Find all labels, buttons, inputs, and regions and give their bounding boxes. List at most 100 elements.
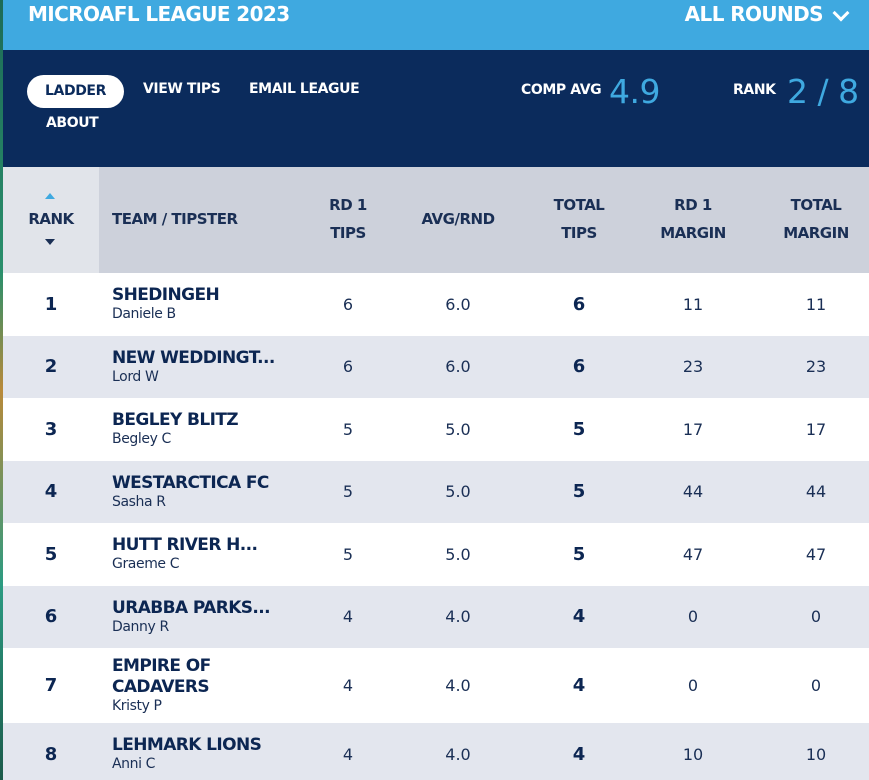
rank-cell: 7 <box>44 675 58 696</box>
rd1-tips-cell: 6 <box>342 294 354 314</box>
rank-cell: 3 <box>44 418 58 440</box>
total-margin-header-line1: TOTAL <box>790 196 842 214</box>
rd1-tips-cell: 4 <box>342 744 354 764</box>
table-row[interactable]: 6 URABBA PARKS... Danny R 4 4.0 4 0 0 <box>3 585 869 648</box>
tab-view-tips[interactable]: VIEW TIPS <box>143 81 221 97</box>
team-name[interactable]: HUTT RIVER H... <box>112 535 258 556</box>
table-row[interactable]: 7 EMPIRE OF CADAVERS Kristy P 4 4.0 4 0 0 <box>3 648 869 723</box>
tipster-name: Kristy P <box>112 698 162 714</box>
rd1-margin-cell: 23 <box>682 357 704 377</box>
team-cell: LEHMARK LIONS Anni C <box>112 723 312 780</box>
rd1-margin-header-line2: MARGIN <box>660 224 726 242</box>
avg-header-label[interactable]: AVG/RND <box>421 210 495 228</box>
rd1-margin-cell: 0 <box>687 676 699 695</box>
team-name[interactable]: NEW WEDDINGT... <box>112 347 275 368</box>
rd1-tips-cell: 5 <box>342 544 354 564</box>
tipster-name: Graeme C <box>112 556 180 573</box>
rd1-tips-header-line2: TIPS <box>330 224 366 242</box>
rounds-dropdown[interactable]: ALL ROUNDS <box>684 2 850 26</box>
rd1-tips-cell: 5 <box>342 482 354 502</box>
team-name[interactable]: SHEDINGEH <box>112 285 220 306</box>
rd1-margin-header-line1: RD 1 <box>674 196 712 214</box>
team-cell: BEGLEY BLITZ Begley C <box>112 398 312 461</box>
tab-email-league[interactable]: EMAIL LEAGUE <box>249 81 360 97</box>
team-cell: NEW WEDDINGT... Lord W <box>112 336 312 399</box>
sort-up-icon <box>45 193 55 199</box>
team-header-label[interactable]: TEAM / TIPSTER <box>112 210 238 228</box>
tipster-name: Danny R <box>112 618 169 635</box>
rd1-margin-cell: 10 <box>682 744 704 764</box>
rd1-tips-cell: 5 <box>342 419 354 439</box>
rd1-tips-header[interactable]: RD 1 TIPS <box>313 191 383 247</box>
table-row[interactable]: 8 LEHMARK LIONS Anni C 4 4.0 4 10 10 <box>3 723 869 780</box>
table-row[interactable]: 3 BEGLEY BLITZ Begley C 5 5.0 5 17 17 <box>3 398 869 461</box>
team-name[interactable]: WESTARCTICA FC <box>112 472 269 493</box>
rd1-margin-cell: 47 <box>682 544 704 564</box>
rank-column-header[interactable]: RANK <box>3 167 99 273</box>
total-tips-cell: 6 <box>572 293 586 315</box>
league-nav-bar: LADDER VIEW TIPS EMAIL LEAGUE ABOUT COMP… <box>3 50 869 167</box>
rd1-margin-cell: 44 <box>682 482 704 502</box>
avg-cell: 4.0 <box>445 607 471 627</box>
total-margin-cell: 11 <box>805 294 827 314</box>
avg-cell: 5.0 <box>445 482 471 502</box>
rank-header-label: RANK <box>28 210 74 228</box>
comp-avg-label: COMP AVG <box>521 82 602 98</box>
rank-label: RANK <box>733 82 776 98</box>
total-margin-cell: 10 <box>805 744 827 764</box>
total-tips-cell: 5 <box>572 543 586 565</box>
league-header-bar: MICROAFL LEAGUE 2023 ALL ROUNDS <box>3 0 869 50</box>
tab-about[interactable]: ABOUT <box>46 115 99 131</box>
team-name[interactable]: EMPIRE OF CADAVERS <box>112 656 211 697</box>
rd1-margin-cell: 17 <box>682 419 704 439</box>
avg-cell: 6.0 <box>445 294 471 314</box>
total-margin-cell: 47 <box>805 544 827 564</box>
rank-cell: 8 <box>44 743 58 765</box>
tipster-name: Lord W <box>112 368 159 385</box>
total-tips-cell: 4 <box>572 743 586 765</box>
sort-down-icon <box>45 239 55 245</box>
rd1-margin-cell: 0 <box>687 607 699 627</box>
total-tips-cell: 5 <box>572 481 586 503</box>
avg-cell: 4.0 <box>445 676 471 695</box>
comp-avg-value: 4.9 <box>609 72 660 111</box>
team-name[interactable]: URABBA PARKS... <box>112 597 271 618</box>
team-cell: EMPIRE OF CADAVERS Kristy P <box>112 648 312 723</box>
avg-cell: 6.0 <box>445 357 471 377</box>
total-tips-cell: 5 <box>572 418 586 440</box>
table-row[interactable]: 1 SHEDINGEH Daniele B 6 6.0 6 11 11 <box>3 273 869 336</box>
tipster-name: Daniele B <box>112 306 176 323</box>
rounds-dropdown-label: ALL ROUNDS <box>684 2 824 26</box>
tab-ladder[interactable]: LADDER <box>27 75 124 108</box>
total-tips-cell: 6 <box>572 356 586 378</box>
rd1-tips-cell: 4 <box>342 676 354 695</box>
tipster-name: Begley C <box>112 431 171 448</box>
team-name[interactable]: BEGLEY BLITZ <box>112 410 239 431</box>
total-margin-header-line2: MARGIN <box>783 224 849 242</box>
rank-cell: 2 <box>44 356 58 378</box>
rd1-tips-cell: 4 <box>342 607 354 627</box>
total-tips-header-line2: TIPS <box>561 224 597 242</box>
rd1-tips-cell: 6 <box>342 357 354 377</box>
table-row[interactable]: 4 WESTARCTICA FC Sasha R 5 5.0 5 44 44 <box>3 460 869 524</box>
rd1-margin-cell: 11 <box>682 294 704 314</box>
total-margin-cell: 23 <box>805 357 827 377</box>
tipster-name: Sasha R <box>112 493 166 510</box>
team-name[interactable]: LEHMARK LIONS <box>112 735 262 756</box>
rd1-margin-header[interactable]: RD 1 MARGIN <box>648 191 738 247</box>
total-margin-cell: 0 <box>810 607 822 627</box>
rd1-tips-header-line1: RD 1 <box>329 196 367 214</box>
chevron-down-icon <box>832 4 850 22</box>
table-row[interactable]: 5 HUTT RIVER H... Graeme C 5 5.0 5 47 47 <box>3 523 869 586</box>
table-row[interactable]: 2 NEW WEDDINGT... Lord W 6 6.0 6 23 23 <box>3 335 869 399</box>
rank-cell: 4 <box>44 481 58 503</box>
avg-cell: 5.0 <box>445 544 471 564</box>
ladder-table-body: 1 SHEDINGEH Daniele B 6 6.0 6 11 11 2 NEW… <box>3 273 869 780</box>
total-margin-header[interactable]: TOTAL MARGIN <box>771 191 861 247</box>
team-cell: WESTARCTICA FC Sasha R <box>112 461 312 524</box>
total-margin-cell: 0 <box>810 676 822 695</box>
total-margin-cell: 17 <box>805 419 827 439</box>
total-tips-cell: 4 <box>572 675 586 696</box>
total-tips-header[interactable]: TOTAL TIPS <box>543 191 615 247</box>
ladder-table-header: RANK TEAM / TIPSTER RD 1 TIPS AVG/RND TO… <box>3 167 869 273</box>
